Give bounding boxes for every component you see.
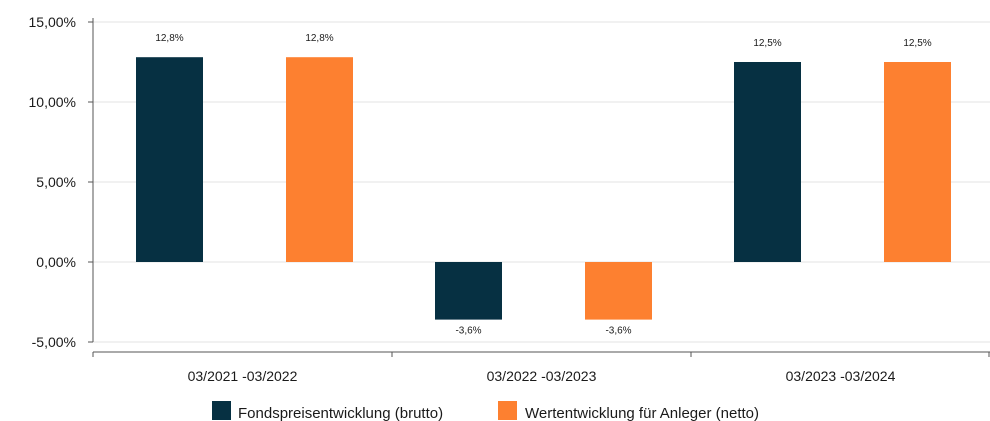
bar-netto xyxy=(884,62,951,262)
bar-netto xyxy=(585,262,652,320)
y-tick-label: 0,00% xyxy=(36,254,76,270)
bar-brutto xyxy=(734,62,801,262)
bars xyxy=(136,57,951,319)
legend-label: Wertentwicklung für Anleger (netto) xyxy=(525,405,759,421)
gridlines xyxy=(93,22,990,342)
y-tick-label: 10,00% xyxy=(29,94,76,110)
legend-label: Fondspreisentwicklung (brutto) xyxy=(238,405,443,421)
bar-netto xyxy=(286,57,353,262)
y-tick-label: 15,00% xyxy=(29,14,76,30)
x-category-label: 03/2021 -03/2022 xyxy=(188,368,298,384)
bar-value-label: 12,5% xyxy=(753,38,781,49)
legend: Fondspreisentwicklung (brutto) Wertentwic… xyxy=(212,401,759,421)
x-category-label: 03/2023 -03/2024 xyxy=(786,368,896,384)
bar-brutto xyxy=(136,57,203,262)
bar-brutto xyxy=(435,262,502,320)
y-tick-label: 5,00% xyxy=(36,174,76,190)
x-category-label: 03/2022 -03/2023 xyxy=(487,368,597,384)
bar-value-label: 12,8% xyxy=(305,33,333,44)
bar-value-label: 12,8% xyxy=(155,33,183,44)
y-tick-label: -5,00% xyxy=(32,334,76,350)
bar-value-label: -3,6% xyxy=(455,326,481,337)
bar-value-label: -3,6% xyxy=(605,326,631,337)
legend-swatch xyxy=(212,401,231,420)
data-labels: 12,8% -3,6% 12,5% 12,8% -3,6% 12,5% xyxy=(155,33,931,336)
legend-swatch xyxy=(498,401,517,420)
bar-value-label: 12,5% xyxy=(903,38,931,49)
